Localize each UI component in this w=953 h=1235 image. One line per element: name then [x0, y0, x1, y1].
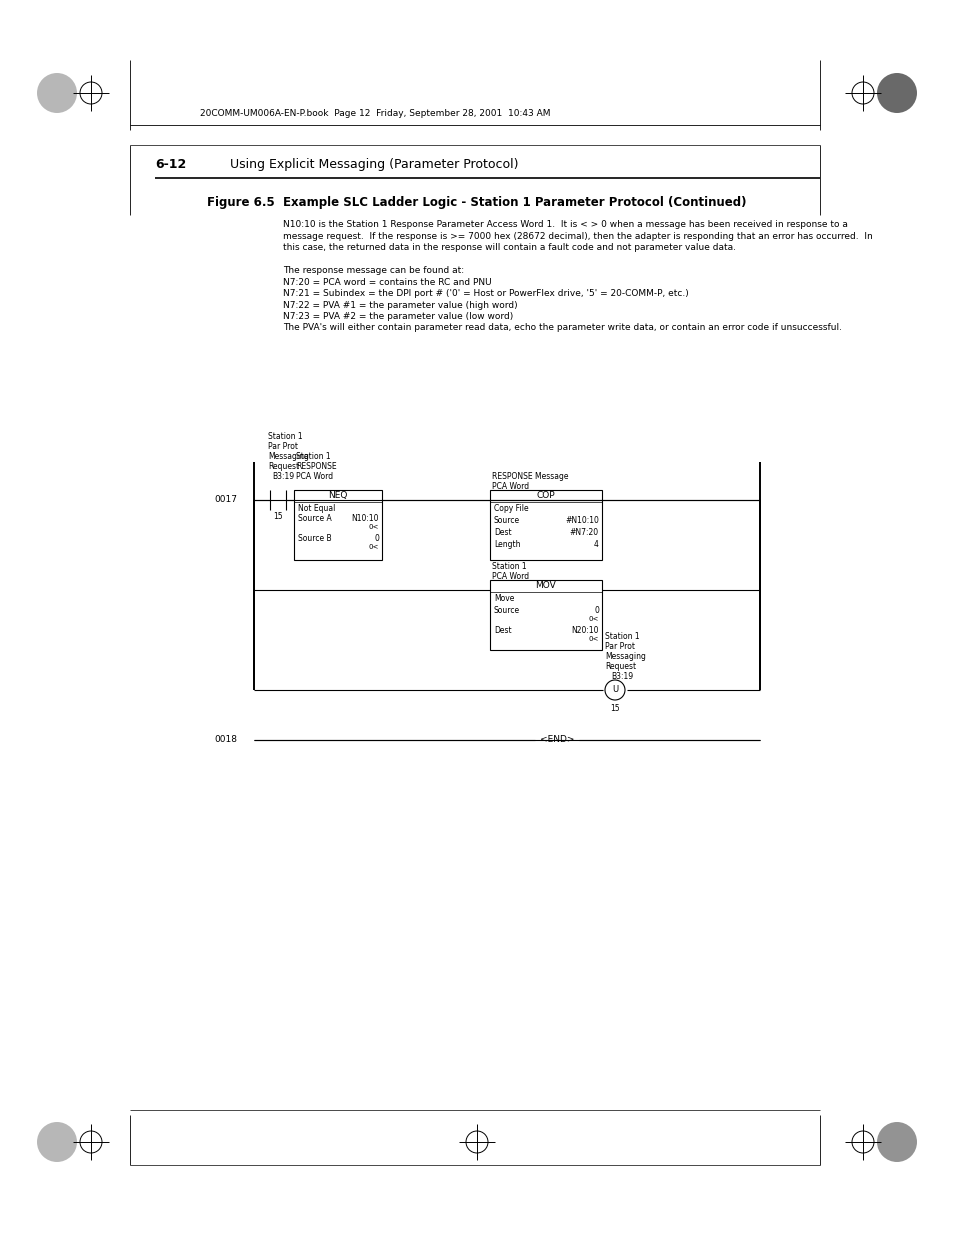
Text: N7:22 = PVA #1 = the parameter value (high word): N7:22 = PVA #1 = the parameter value (hi… [283, 300, 517, 310]
Text: Request: Request [268, 462, 299, 471]
Text: 0018: 0018 [213, 736, 236, 745]
Circle shape [876, 1123, 916, 1162]
Bar [294, 490, 381, 559]
Text: Figure 6.5  Example SLC Ladder Logic - Station 1 Parameter Protocol (Continued): Figure 6.5 Example SLC Ladder Logic - St… [207, 196, 746, 209]
Text: Par Prot: Par Prot [268, 442, 297, 451]
Text: N7:20 = PCA word = contains the RC and PNU: N7:20 = PCA word = contains the RC and P… [283, 278, 491, 287]
Text: 15: 15 [610, 704, 619, 713]
Text: Copy File: Copy File [494, 504, 528, 513]
Text: Not Equal: Not Equal [297, 504, 335, 513]
Text: Source A: Source A [297, 514, 332, 522]
Text: #N7:20: #N7:20 [569, 529, 598, 537]
Text: COP: COP [537, 492, 555, 500]
Text: Source B: Source B [297, 534, 332, 543]
Text: 0017: 0017 [213, 495, 236, 505]
Text: 4: 4 [594, 540, 598, 550]
Text: 0: 0 [594, 606, 598, 615]
Text: <END>: <END> [539, 736, 574, 745]
Text: The PVA's will either contain parameter read data, echo the parameter write data: The PVA's will either contain parameter … [283, 324, 841, 332]
Text: 20COMM-UM006A-EN-P.book  Page 12  Friday, September 28, 2001  10:43 AM: 20COMM-UM006A-EN-P.book Page 12 Friday, … [200, 109, 550, 119]
Text: message request.  If the response is >= 7000 hex (28672 decimal), then the adapt: message request. If the response is >= 7… [283, 231, 872, 241]
Text: N10:10: N10:10 [351, 514, 378, 522]
Text: PCA Word: PCA Word [295, 472, 333, 480]
Text: 0<: 0< [588, 616, 598, 622]
Circle shape [876, 73, 916, 112]
Text: 0<: 0< [588, 636, 598, 642]
Circle shape [37, 73, 77, 112]
Text: Move: Move [494, 594, 514, 603]
Text: N7:21 = Subindex = the DPI port # ('0' = Host or PowerFlex drive, '5' = 20-COMM-: N7:21 = Subindex = the DPI port # ('0' =… [283, 289, 688, 298]
Text: U: U [611, 685, 618, 694]
Text: B3:19: B3:19 [272, 472, 294, 480]
Text: Station 1: Station 1 [268, 432, 302, 441]
Text: 0: 0 [374, 534, 378, 543]
Text: Request: Request [604, 662, 636, 671]
Text: N10:10 is the Station 1 Response Parameter Access Word 1.  It is < > 0 when a me: N10:10 is the Station 1 Response Paramet… [283, 220, 847, 228]
Text: RESPONSE: RESPONSE [295, 462, 336, 471]
Text: 0<: 0< [368, 543, 378, 550]
Text: Length: Length [494, 540, 520, 550]
Text: Station 1: Station 1 [604, 632, 639, 641]
Text: NEQ: NEQ [328, 492, 347, 500]
Text: MOV: MOV [535, 580, 556, 590]
Text: #N10:10: #N10:10 [564, 516, 598, 525]
Text: 15: 15 [273, 513, 282, 521]
Text: 6-12: 6-12 [154, 158, 186, 170]
Text: N20:10: N20:10 [571, 626, 598, 635]
Text: PCA Word: PCA Word [492, 572, 529, 580]
Text: Source: Source [494, 516, 519, 525]
Text: RESPONSE Message: RESPONSE Message [492, 472, 568, 480]
Text: Messaging: Messaging [604, 652, 645, 661]
Bar [490, 580, 601, 650]
Text: Station 1: Station 1 [295, 452, 331, 461]
Text: Using Explicit Messaging (Parameter Protocol): Using Explicit Messaging (Parameter Prot… [230, 158, 518, 170]
Text: 0<: 0< [368, 524, 378, 530]
Text: Par Prot: Par Prot [604, 642, 635, 651]
Text: Dest: Dest [494, 626, 511, 635]
Text: B3:19: B3:19 [610, 672, 633, 680]
Text: Messaging: Messaging [268, 452, 309, 461]
Text: The response message can be found at:: The response message can be found at: [283, 266, 464, 275]
Text: Dest: Dest [494, 529, 511, 537]
Circle shape [37, 1123, 77, 1162]
Text: N7:23 = PVA #2 = the parameter value (low word): N7:23 = PVA #2 = the parameter value (lo… [283, 312, 513, 321]
Text: Station 1: Station 1 [492, 562, 526, 571]
Text: PCA Word: PCA Word [492, 482, 529, 492]
Text: Source: Source [494, 606, 519, 615]
Text: this case, the returned data in the response will contain a fault code and not p: this case, the returned data in the resp… [283, 243, 735, 252]
Bar [490, 490, 601, 559]
